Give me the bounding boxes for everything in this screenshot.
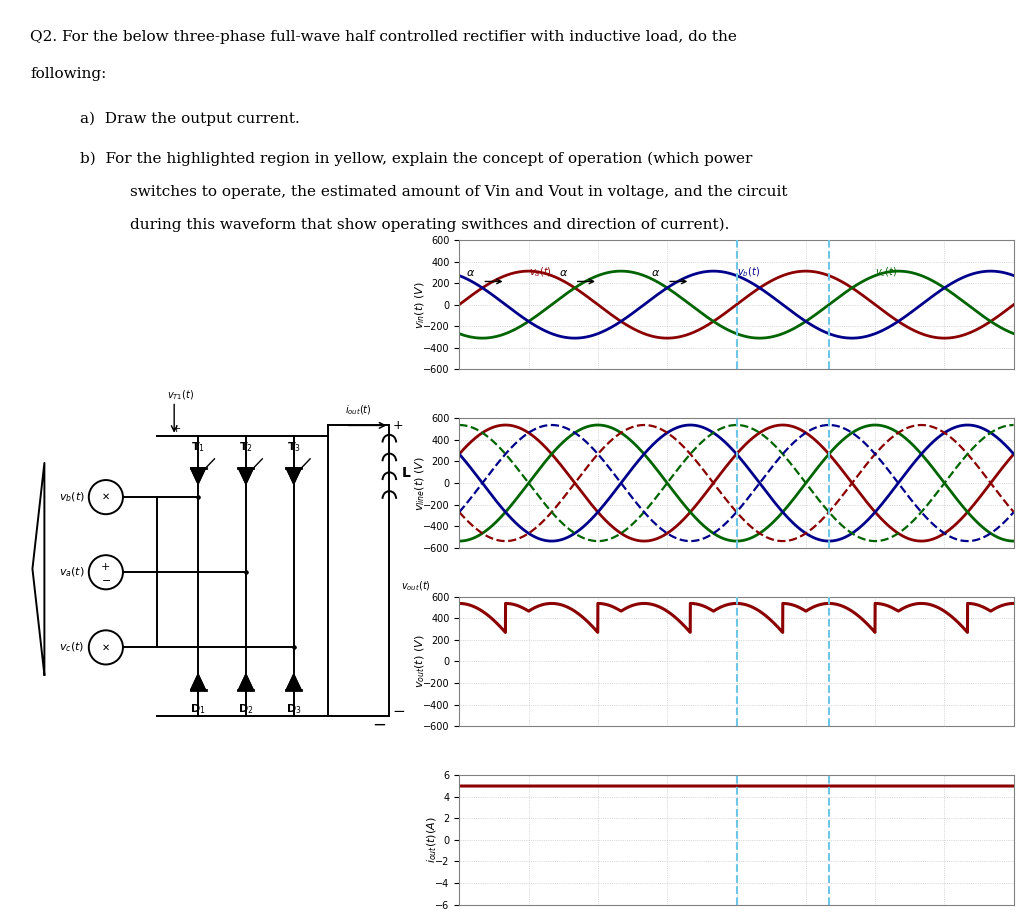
Polygon shape	[239, 468, 253, 485]
Text: $i_{out}(t)$: $i_{out}(t)$	[345, 403, 372, 417]
Text: −: −	[373, 715, 386, 734]
Text: $v_c(t)$: $v_c(t)$	[876, 265, 897, 279]
Text: switches to operate, the estimated amount of Vin and Vout in voltage, and the ci: switches to operate, the estimated amoun…	[130, 185, 787, 198]
Text: $\alpha$: $\alpha$	[651, 268, 660, 278]
Text: +: +	[101, 562, 111, 572]
Text: $v_a(t)$: $v_a(t)$	[58, 566, 85, 579]
Text: $v_b(t)$: $v_b(t)$	[736, 265, 760, 279]
Text: +: +	[393, 419, 403, 432]
Text: D$_2$: D$_2$	[239, 702, 254, 716]
Polygon shape	[190, 674, 206, 690]
Polygon shape	[239, 674, 253, 690]
Text: $\alpha$: $\alpha$	[559, 268, 568, 278]
Text: $+$: $+$	[171, 424, 181, 434]
Y-axis label: $v_{in}(t)$ $(V)$: $v_{in}(t)$ $(V)$	[414, 281, 427, 329]
Text: $-$: $-$	[100, 574, 111, 584]
Text: $v_b(t)$: $v_b(t)$	[58, 490, 85, 504]
Text: $v_{T1}(t)$: $v_{T1}(t)$	[167, 389, 195, 402]
Text: ✕: ✕	[101, 492, 110, 502]
Text: Q2. For the below three-phase full-wave half controlled rectifier with inductive: Q2. For the below three-phase full-wave …	[31, 30, 737, 43]
Text: a)  Draw the output current.: a) Draw the output current.	[80, 112, 300, 126]
Text: b)  For the highlighted region in yellow, explain the concept of operation (whic: b) For the highlighted region in yellow,…	[80, 151, 753, 166]
Text: L: L	[401, 465, 411, 480]
Y-axis label: $i_{out}(t)(A)$: $i_{out}(t)(A)$	[426, 817, 439, 863]
Polygon shape	[190, 468, 206, 485]
Y-axis label: $v_{line}(t)$ $(V)$: $v_{line}(t)$ $(V)$	[414, 456, 427, 510]
Polygon shape	[286, 468, 301, 485]
Text: following:: following:	[31, 67, 106, 81]
Y-axis label: $v_{out}(t)$ $(V)$: $v_{out}(t)$ $(V)$	[414, 635, 427, 689]
Text: $\alpha$: $\alpha$	[466, 268, 475, 278]
Text: $v_{out}(t)$: $v_{out}(t)$	[401, 580, 431, 593]
Text: T$_3$: T$_3$	[287, 440, 301, 454]
Text: $v_c(t)$: $v_c(t)$	[59, 641, 84, 654]
Text: during this waveform that show operating swithces and direction of current).: during this waveform that show operating…	[130, 218, 729, 233]
Text: T$_1$: T$_1$	[191, 440, 205, 454]
Text: D$_3$: D$_3$	[286, 702, 301, 716]
Text: D$_1$: D$_1$	[190, 702, 206, 716]
Text: ✕: ✕	[101, 642, 110, 653]
Text: $v_a(t)$: $v_a(t)$	[528, 265, 551, 279]
Polygon shape	[286, 674, 301, 690]
Text: T$_2$: T$_2$	[239, 440, 253, 454]
Text: −: −	[393, 703, 406, 719]
